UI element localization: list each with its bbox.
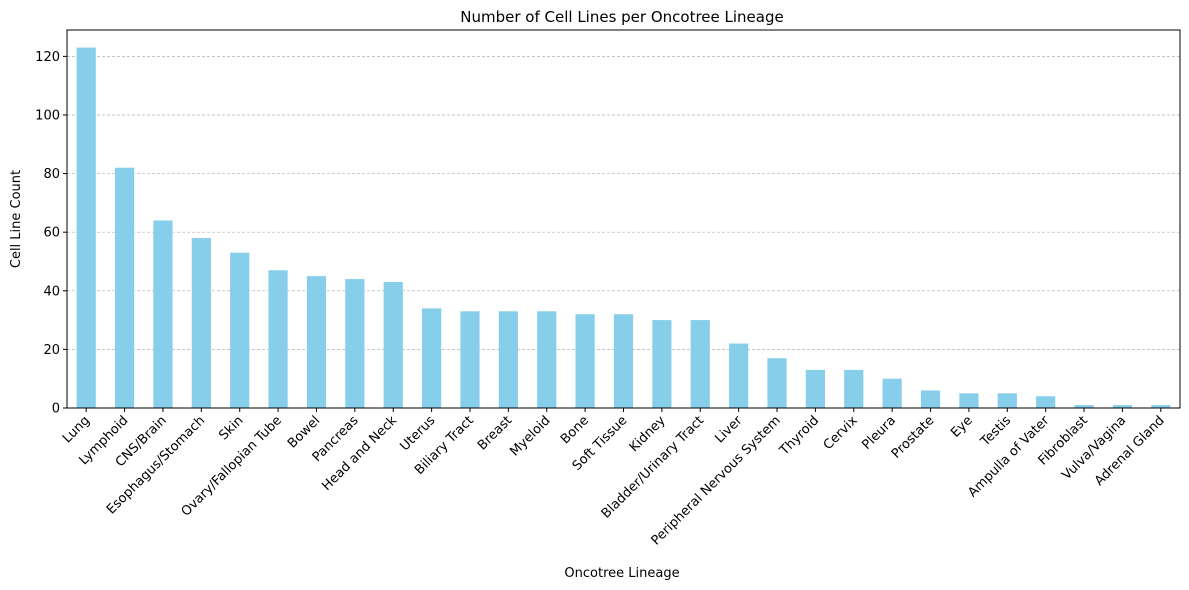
- plot-frame: [66, 29, 1181, 409]
- bars: [76, 47, 1171, 409]
- bar: [1074, 405, 1094, 408]
- bar: [805, 369, 825, 408]
- x-tick-label: Prostate: [889, 413, 937, 461]
- bar: [306, 276, 327, 408]
- x-tick-label: Thyroid: [776, 413, 822, 459]
- y-tick-label: 80: [43, 167, 60, 182]
- y-axis-title: Cell Line Count: [9, 170, 24, 268]
- chart-title: Number of Cell Lines per Oncotree Lineag…: [460, 8, 783, 26]
- bar: [652, 320, 672, 408]
- x-axis-title: Oncotree Lineage: [564, 566, 679, 581]
- x-tick-label: Myeloid: [507, 413, 553, 459]
- bar: [959, 393, 979, 408]
- x-tick-label: Bone: [558, 413, 592, 447]
- y-tick-label: 20: [43, 343, 60, 358]
- bar: [575, 314, 595, 408]
- bar: [498, 311, 518, 408]
- y-tick-label: 60: [43, 226, 60, 241]
- bar: [345, 279, 365, 408]
- bar: [882, 378, 902, 408]
- bar: [268, 270, 288, 408]
- bar: [920, 390, 941, 408]
- bar: [1036, 396, 1056, 408]
- bar: [383, 282, 403, 408]
- x-tick-label: Lung: [60, 413, 93, 446]
- bar: [729, 343, 749, 408]
- bar: [997, 393, 1017, 408]
- bar: [844, 369, 864, 408]
- bar: [153, 220, 173, 408]
- bar: [613, 314, 634, 408]
- y-tick-label: 100: [35, 108, 60, 123]
- bar: [537, 311, 557, 408]
- y-tick-label: 40: [43, 284, 60, 299]
- bar: [767, 358, 787, 408]
- x-tick-label: Adrenal Gland: [1092, 413, 1168, 489]
- x-tick-label: Skin: [216, 413, 246, 443]
- bar: [1112, 405, 1133, 408]
- bar: [460, 311, 480, 408]
- x-tick-label: Cervix: [821, 413, 861, 453]
- x-tick-label: Testis: [977, 413, 1014, 450]
- y-tick-labels: 0 20 40 60 80 100 120: [35, 50, 60, 417]
- bar: [76, 47, 96, 409]
- axes: [63, 29, 1181, 412]
- bar: [1151, 405, 1171, 408]
- bar: [690, 320, 710, 408]
- y-tick-label: 0: [52, 402, 60, 417]
- x-tick-label: Eye: [948, 413, 976, 441]
- bar: [422, 308, 442, 408]
- gridlines: [67, 56, 1180, 350]
- y-tick-label: 120: [35, 50, 60, 65]
- bar: [114, 167, 135, 408]
- x-tick-label: Liver: [712, 413, 746, 447]
- bar: [191, 238, 211, 408]
- bar: [230, 252, 250, 408]
